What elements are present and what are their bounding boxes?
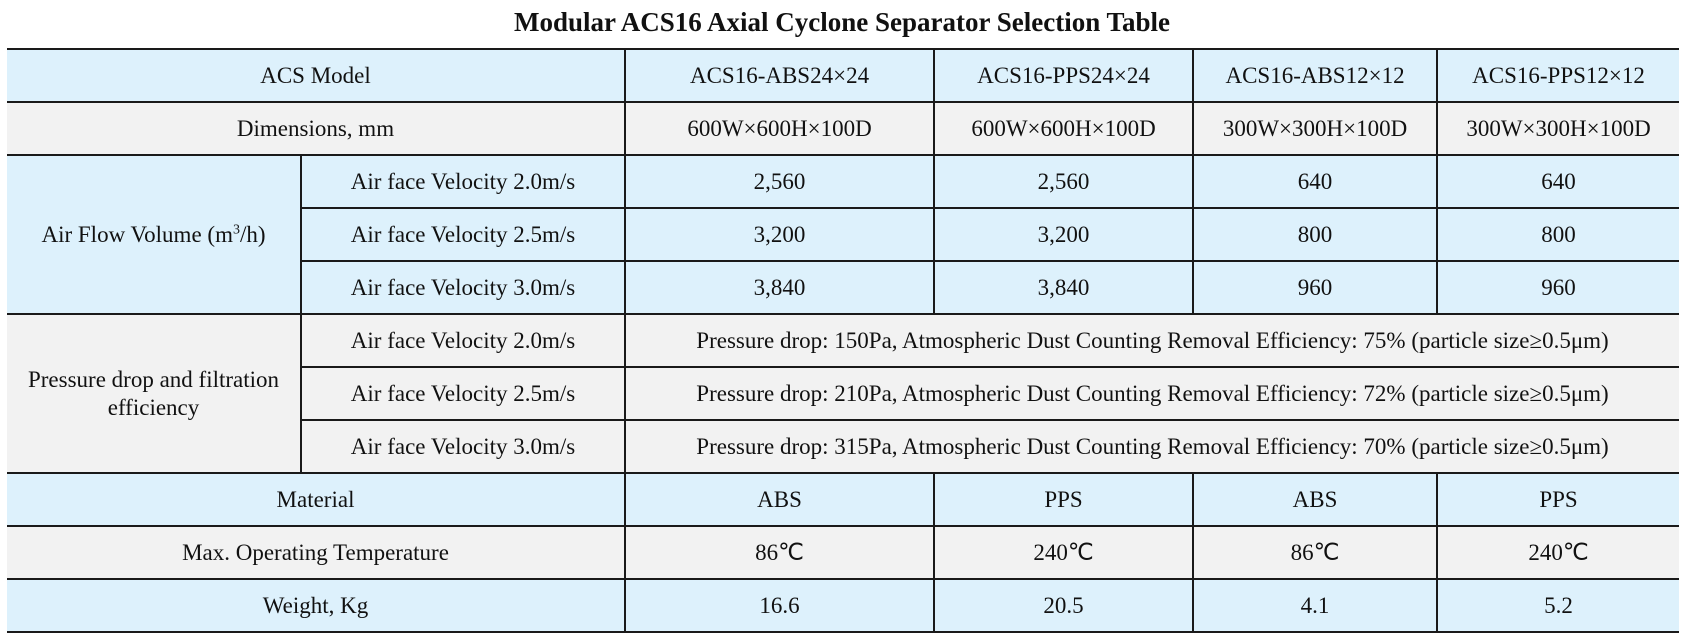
dimension-cell: 600W×600H×100D <box>624 101 936 156</box>
velocity-label: Air face Velocity 2.5m/s <box>301 207 627 262</box>
table-row-airflow: Air face Velocity 2.5m/s 3,200 3,200 800… <box>7 207 1680 262</box>
row-label-pressure: Pressure drop and filtration efficiency <box>7 313 302 474</box>
airflow-cell: 640 <box>1192 154 1439 209</box>
table-row-weight: Weight, Kg 16.6 20.5 4.1 5.2 <box>7 578 1680 633</box>
airflow-cell: 960 <box>1436 260 1680 315</box>
table-row-pressure: Pressure drop and filtration efficiency … <box>7 313 1680 474</box>
row-label-airflow: Air Flow Volume (m3/h) <box>7 154 302 315</box>
velocity-label: Air face Velocity 3.0m/s <box>301 260 627 315</box>
airflow-cell: 2,560 <box>933 154 1195 209</box>
weight-cell: 4.1 <box>1192 578 1439 633</box>
model-cell: ACS16-PPS12×12 <box>1436 48 1680 103</box>
airflow-label-suffix: /h) <box>239 221 266 247</box>
row-label-weight: Weight, Kg <box>7 578 627 633</box>
table-row-airflow: Air face Velocity 3.0m/s 3,840 3,840 960… <box>7 260 1680 315</box>
material-cell: PPS <box>1436 472 1680 527</box>
row-label-dimensions: Dimensions, mm <box>7 101 627 156</box>
velocity-label: Air face Velocity 2.5m/s <box>301 366 627 421</box>
pressure-cell: Pressure drop: 150Pa, Atmospheric Dust C… <box>624 313 1680 368</box>
temperature-cell: 86℃ <box>624 525 936 580</box>
weight-cell: 20.5 <box>933 578 1195 633</box>
material-cell: ABS <box>1192 472 1439 527</box>
model-cell: ACS16-ABS24×24 <box>624 48 936 103</box>
material-cell: ABS <box>624 472 936 527</box>
airflow-label-sup: 3 <box>232 221 240 237</box>
table-row-pressure: Air face Velocity 2.5m/s Pressure drop: … <box>7 366 1680 421</box>
airflow-cell: 3,200 <box>933 207 1195 262</box>
airflow-cell: 800 <box>1436 207 1680 262</box>
airflow-cell: 800 <box>1192 207 1439 262</box>
row-label-material: Material <box>7 472 627 527</box>
row-label-model: ACS Model <box>7 48 627 103</box>
airflow-cell: 960 <box>1192 260 1439 315</box>
temperature-cell: 240℃ <box>933 525 1195 580</box>
model-cell: ACS16-ABS12×12 <box>1192 48 1439 103</box>
dimension-cell: 600W×600H×100D <box>933 101 1195 156</box>
model-cell: ACS16-PPS24×24 <box>933 48 1195 103</box>
material-cell: PPS <box>933 472 1195 527</box>
velocity-label: Air face Velocity 3.0m/s <box>301 419 627 474</box>
weight-cell: 16.6 <box>624 578 936 633</box>
airflow-cell: 3,840 <box>933 260 1195 315</box>
dimension-cell: 300W×300H×100D <box>1192 101 1439 156</box>
airflow-label-prefix: Air Flow Volume (m <box>41 221 233 247</box>
airflow-cell: 2,560 <box>624 154 936 209</box>
temperature-cell: 86℃ <box>1192 525 1439 580</box>
selection-table: ACS Model ACS16-ABS24×24 ACS16-PPS24×24 … <box>7 48 1680 633</box>
table-row-dimensions: Dimensions, mm 600W×600H×100D 600W×600H×… <box>7 101 1680 156</box>
table-row-model: ACS Model ACS16-ABS24×24 ACS16-PPS24×24 … <box>7 48 1680 103</box>
table-row-airflow: Air Flow Volume (m3/h) Air face Velocity… <box>7 154 1680 315</box>
table-row-material: Material ABS PPS ABS PPS <box>7 472 1680 527</box>
pressure-cell: Pressure drop: 210Pa, Atmospheric Dust C… <box>624 366 1680 421</box>
temperature-cell: 240℃ <box>1436 525 1680 580</box>
pressure-cell: Pressure drop: 315Pa, Atmospheric Dust C… <box>624 419 1680 474</box>
airflow-cell: 640 <box>1436 154 1680 209</box>
page-title: Modular ACS16 Axial Cyclone Separator Se… <box>513 7 1171 37</box>
airflow-cell: 3,200 <box>624 207 936 262</box>
dimension-cell: 300W×300H×100D <box>1436 101 1680 156</box>
velocity-label: Air face Velocity 2.0m/s <box>299 313 627 368</box>
velocity-label: Air face Velocity 2.0m/s <box>299 154 627 209</box>
table-row-pressure: Air face Velocity 3.0m/s Pressure drop: … <box>7 419 1680 474</box>
weight-cell: 5.2 <box>1436 578 1680 633</box>
airflow-cell: 3,840 <box>624 260 936 315</box>
row-label-temperature: Max. Operating Temperature <box>7 525 627 580</box>
table-row-temperature: Max. Operating Temperature 86℃ 240℃ 86℃ … <box>7 525 1680 580</box>
